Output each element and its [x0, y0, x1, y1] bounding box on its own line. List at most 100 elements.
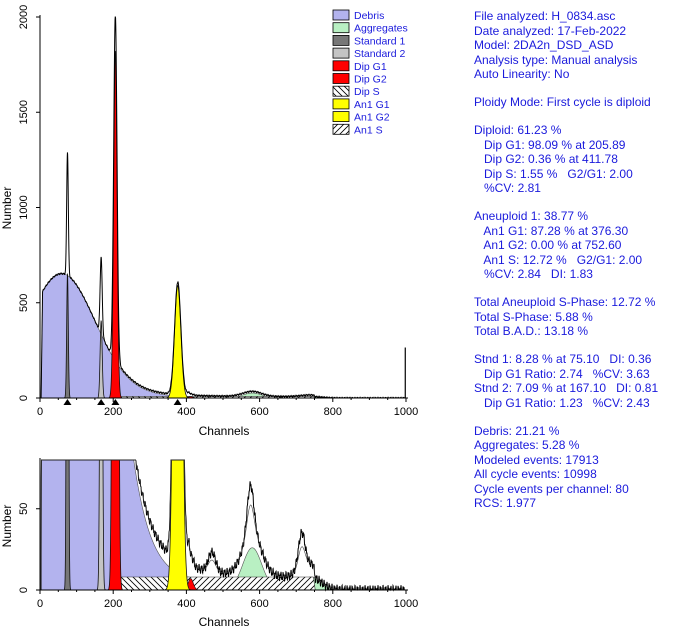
bottom-x-axis-label: Channels	[199, 615, 250, 629]
bottom-y-tick-label: 50	[18, 503, 30, 515]
stats-spacer	[474, 82, 680, 96]
legend-label: Standard 1	[354, 35, 406, 47]
stats-line: An1 S: 12.72 % G2/G1: 2.00	[474, 252, 643, 267]
stats-line: All cycle events: 10998	[474, 467, 597, 481]
stats-line: Stnd 1: 8.28 % at 75.10 DI: 0.36	[474, 352, 652, 366]
stats-line: An1 G1: 87.28 % at 376.30	[474, 223, 629, 238]
legend-item: An1 S	[332, 123, 383, 136]
stats-line: Dip G1 Ratio: 2.74 %CV: 3.63	[474, 366, 650, 381]
stats-line: %CV: 2.81	[474, 181, 541, 195]
top-dip-g1-peak	[107, 50, 124, 399]
top-an1-g1-peak	[164, 285, 192, 399]
bottom-y-axis-label: Number	[0, 505, 14, 548]
legend-swatch	[332, 123, 350, 135]
legend-item: Aggregates	[332, 22, 408, 35]
bottom-x-tick-label: 200	[104, 598, 122, 610]
legend-swatch	[332, 60, 350, 72]
stats-line: Aneuploid 1: 38.77 %	[474, 209, 589, 223]
stats-line: Dip G1 Ratio: 1.23 %CV: 2.43	[474, 395, 650, 410]
legend-label: Standard 2	[354, 48, 406, 60]
stats-line: Total S-Phase: 5.88 %	[474, 309, 593, 324]
bottom-standard-2-peak	[95, 460, 107, 591]
legend-item: Standard 2	[332, 47, 406, 60]
stats-line: Date analyzed: 17-Feb-2022	[474, 23, 627, 38]
stats-line: Modeled events: 17913	[474, 452, 599, 467]
top-x-tick-label: 800	[324, 406, 342, 418]
top-y-tick-label: 2000	[18, 5, 30, 29]
peak-marker-triangle	[111, 399, 120, 405]
stats-line: Analysis type: Manual analysis	[474, 52, 638, 67]
legend-label: An1 G1	[354, 99, 390, 111]
top-debris-area	[40, 273, 260, 399]
stats-spacer	[474, 410, 680, 424]
legend-item: An1 G2	[332, 111, 390, 124]
stats-line: Total Aneuploid S-Phase: 12.72 %	[474, 295, 656, 309]
bottom-y-tick-label: 0	[18, 587, 30, 593]
legend-item: Dip G1	[332, 60, 387, 73]
stats-line: Dip G1: 98.09 % at 205.89	[474, 137, 626, 152]
stats-line: Stnd 2: 7.09 % at 167.10 DI: 0.81	[474, 381, 659, 395]
bottom-axes: 0 200 400 600 800 1000 0 50	[18, 458, 418, 610]
stats-spacer	[474, 196, 680, 210]
stats-line: Debris: 21.21 %	[474, 423, 560, 438]
legend-swatch	[332, 73, 350, 84]
top-y-tick-label: 500	[18, 294, 30, 312]
legend-label: An1 G2	[354, 112, 390, 124]
stats-line: Ploidy Mode: First cycle is diploid	[474, 95, 651, 109]
stats-line: %CV: 2.84 DI: 1.83	[474, 267, 593, 281]
top-histogram-components	[40, 50, 341, 399]
bottom-dip-g1-peak	[107, 460, 124, 591]
stats-line: Aggregates: 5.28 %	[474, 438, 580, 452]
peak-marker-triangle	[173, 399, 182, 405]
bottom-histogram: 0 200 400 600 800 1000 0 50 Channels Number	[0, 458, 418, 629]
legend-item: An1 G1	[332, 98, 390, 111]
bottom-x-tick-label: 800	[324, 598, 342, 610]
top-y-axis-label: Number	[0, 187, 14, 230]
analysis-stats-panel: File analyzed: H_0834.asc Date analyzed: …	[474, 9, 680, 511]
stats-line: Cycle events per channel: 80	[474, 481, 629, 496]
top-histogram: 0 200 400 600 800 1000 0 500 1000 1500 2000 Channe…	[0, 5, 418, 438]
top-y-tick-label: 1500	[18, 100, 30, 124]
stats-line: Model: 2DA2n_DSD_ASD	[474, 38, 614, 52]
peak-marker-triangle	[97, 399, 106, 405]
top-x-tick-label: 200	[104, 406, 122, 418]
top-x-tick-label: 1000	[394, 406, 418, 418]
top-x-tick-label: 400	[177, 406, 195, 418]
stats-spacer	[474, 110, 680, 124]
bottom-an1-s-area	[177, 576, 316, 591]
legend-label: Debris	[354, 10, 384, 22]
stats-line: Dip S: 1.55 % G2/G1: 2.00	[474, 166, 633, 181]
bottom-histogram-components	[40, 460, 341, 591]
stats-spacer	[474, 339, 680, 353]
stats-spacer	[474, 282, 680, 296]
bottom-an1-g1-peak	[164, 460, 192, 591]
legend-label: Aggregates	[354, 23, 408, 35]
legend-swatch	[332, 111, 350, 122]
top-x-tick-label: 600	[250, 406, 268, 418]
legend-label: An1 S	[354, 124, 383, 136]
legend-swatch	[332, 9, 350, 21]
top-y-tick-label: 1000	[18, 195, 30, 219]
stats-line: File analyzed: H_0834.asc	[474, 9, 616, 23]
stats-line: Total B.A.D.: 13.18 %	[474, 324, 589, 338]
legend-item: Standard 1	[332, 35, 406, 47]
stats-line: Auto Linearity: No	[474, 67, 570, 81]
bottom-x-tick-label: 0	[37, 598, 43, 610]
legend-swatch	[332, 35, 350, 46]
legend-item: Dip S	[332, 85, 380, 98]
bottom-x-tick-label: 1000	[394, 598, 418, 610]
legend-swatch	[332, 22, 350, 34]
stats-line: RCS: 1.977	[474, 496, 537, 510]
stats-line: Diploid: 61.23 %	[474, 123, 562, 137]
legend-label: Dip S	[354, 86, 380, 98]
legend-label: Dip G2	[354, 74, 387, 86]
top-y-tick-label: 0	[18, 395, 30, 401]
top-x-axis-label: Channels	[199, 424, 250, 438]
peak-marker-triangle	[63, 399, 72, 405]
legend-swatch	[332, 85, 350, 97]
legend-item: Debris	[332, 9, 384, 22]
legend-swatch	[332, 47, 350, 59]
top-x-tick-label: 0	[37, 406, 43, 418]
